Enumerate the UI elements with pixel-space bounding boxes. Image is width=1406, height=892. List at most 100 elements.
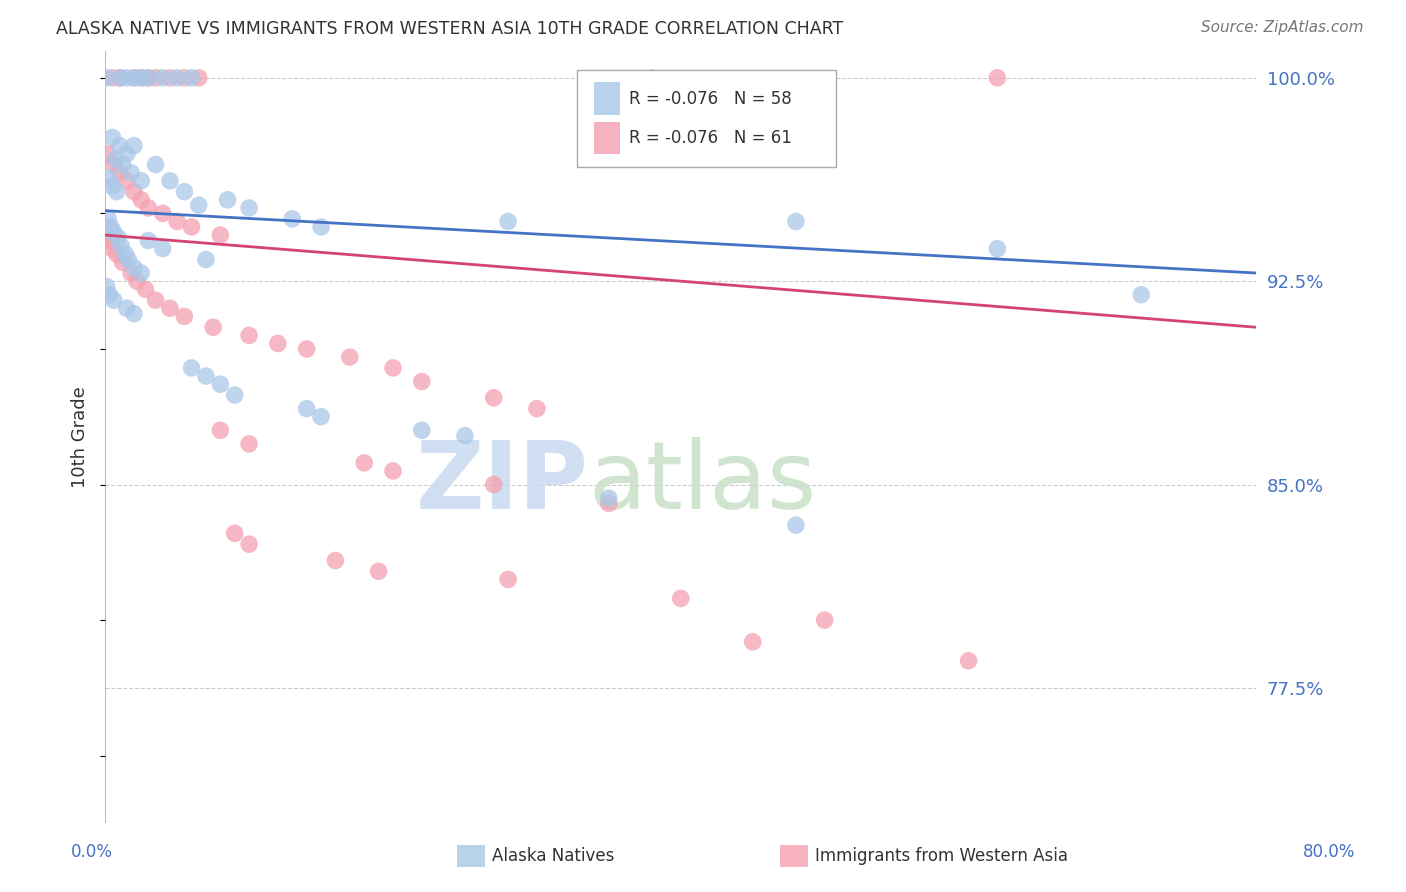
Point bbox=[108, 70, 131, 85]
Point bbox=[281, 211, 304, 226]
Point bbox=[173, 185, 195, 199]
Point bbox=[96, 70, 118, 85]
Point bbox=[180, 70, 202, 85]
Point bbox=[101, 242, 124, 256]
Text: R = -0.076   N = 58: R = -0.076 N = 58 bbox=[628, 89, 792, 108]
Point bbox=[108, 138, 131, 153]
Point bbox=[152, 242, 174, 256]
Point bbox=[957, 654, 980, 668]
Point bbox=[482, 477, 505, 491]
Point bbox=[111, 157, 134, 171]
Point bbox=[180, 360, 202, 375]
Point bbox=[138, 234, 160, 248]
Point bbox=[115, 146, 138, 161]
Point bbox=[134, 282, 156, 296]
Point bbox=[641, 70, 664, 85]
Point bbox=[309, 219, 332, 234]
Point bbox=[103, 293, 125, 307]
Point bbox=[598, 496, 620, 510]
Point bbox=[382, 360, 405, 375]
Point bbox=[129, 174, 152, 188]
Point bbox=[101, 70, 124, 85]
Point bbox=[669, 591, 692, 606]
Point bbox=[741, 635, 763, 649]
Point bbox=[120, 266, 142, 280]
Point bbox=[986, 242, 1008, 256]
Point bbox=[180, 219, 202, 234]
Point bbox=[117, 252, 139, 267]
Point bbox=[103, 225, 125, 239]
Point bbox=[122, 138, 145, 153]
Point bbox=[145, 157, 167, 171]
Point bbox=[108, 70, 131, 85]
Point bbox=[173, 70, 195, 85]
Point bbox=[325, 553, 347, 567]
Point bbox=[98, 171, 121, 186]
Point bbox=[166, 70, 188, 85]
Point bbox=[145, 70, 167, 85]
Text: ZIP: ZIP bbox=[416, 437, 589, 530]
Point bbox=[104, 152, 127, 166]
Point bbox=[295, 342, 318, 356]
Point bbox=[986, 70, 1008, 85]
Point bbox=[120, 166, 142, 180]
Point bbox=[202, 320, 225, 334]
Point bbox=[411, 375, 433, 389]
FancyBboxPatch shape bbox=[595, 122, 620, 154]
Text: R = -0.076   N = 61: R = -0.076 N = 61 bbox=[628, 129, 792, 147]
Point bbox=[103, 157, 125, 171]
Point bbox=[598, 491, 620, 505]
Point bbox=[194, 369, 217, 384]
Point bbox=[367, 564, 389, 578]
Point bbox=[129, 193, 152, 207]
FancyBboxPatch shape bbox=[578, 70, 837, 167]
Point bbox=[145, 293, 167, 307]
Point bbox=[108, 166, 131, 180]
Point bbox=[238, 201, 260, 215]
Point bbox=[526, 401, 548, 416]
Text: 0.0%: 0.0% bbox=[70, 843, 112, 861]
Point bbox=[194, 252, 217, 267]
Point bbox=[454, 428, 477, 442]
Point bbox=[98, 287, 121, 301]
Point bbox=[152, 70, 174, 85]
Point bbox=[339, 350, 361, 364]
Point bbox=[111, 255, 134, 269]
Point bbox=[814, 613, 837, 627]
Point bbox=[129, 70, 152, 85]
Text: Immigrants from Western Asia: Immigrants from Western Asia bbox=[815, 847, 1069, 865]
Point bbox=[267, 336, 290, 351]
Point bbox=[1130, 287, 1153, 301]
Point bbox=[173, 310, 195, 324]
Point bbox=[496, 573, 519, 587]
Point bbox=[122, 70, 145, 85]
Point bbox=[138, 70, 160, 85]
Point bbox=[97, 146, 120, 161]
Point bbox=[110, 239, 132, 253]
Point bbox=[238, 537, 260, 551]
Point bbox=[785, 518, 807, 533]
Point bbox=[238, 437, 260, 451]
Point bbox=[238, 328, 260, 343]
Text: ALASKA NATIVE VS IMMIGRANTS FROM WESTERN ASIA 10TH GRADE CORRELATION CHART: ALASKA NATIVE VS IMMIGRANTS FROM WESTERN… bbox=[56, 20, 844, 37]
Point bbox=[224, 388, 246, 402]
Point bbox=[100, 219, 122, 234]
Point bbox=[125, 274, 148, 288]
Point bbox=[209, 377, 232, 392]
Point bbox=[785, 214, 807, 228]
Point bbox=[115, 70, 138, 85]
Point bbox=[101, 130, 124, 145]
Point bbox=[209, 423, 232, 437]
Point bbox=[482, 391, 505, 405]
Point bbox=[138, 70, 160, 85]
Point bbox=[115, 174, 138, 188]
Point bbox=[107, 231, 129, 245]
Point bbox=[159, 301, 181, 316]
Point bbox=[353, 456, 375, 470]
Point bbox=[309, 409, 332, 424]
Point bbox=[217, 193, 239, 207]
FancyBboxPatch shape bbox=[595, 82, 620, 115]
Point bbox=[98, 234, 121, 248]
Point bbox=[411, 423, 433, 437]
Text: atlas: atlas bbox=[589, 437, 817, 530]
